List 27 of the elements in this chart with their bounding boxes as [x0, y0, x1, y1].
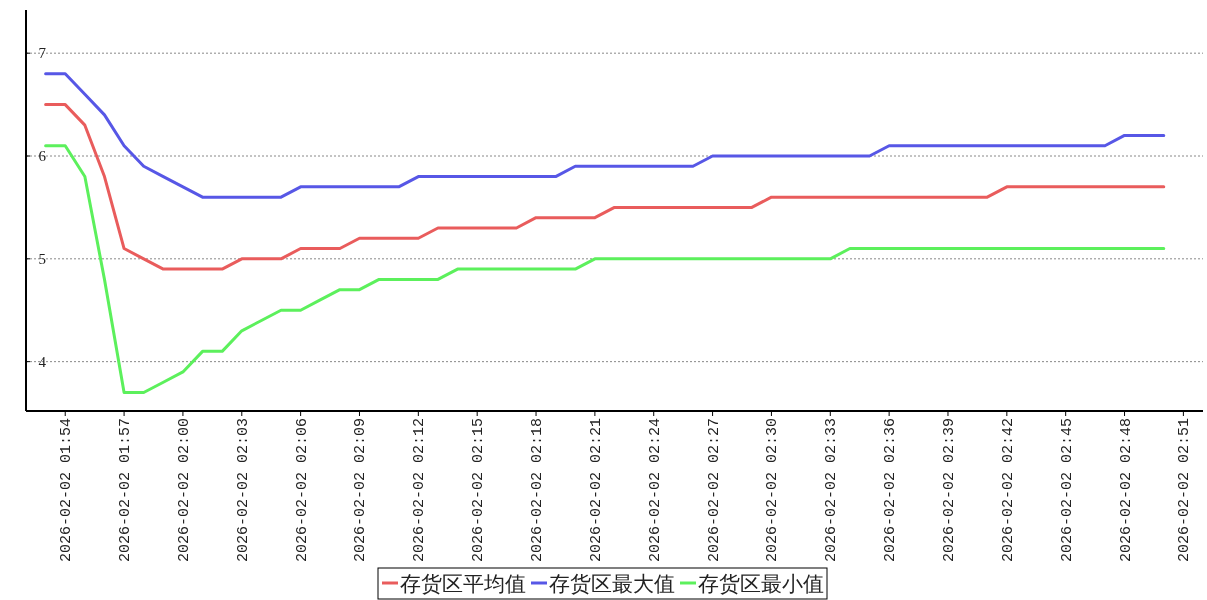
x-tick-label: 2026-02-02 02:48 [1117, 418, 1135, 563]
x-tick-label: 2026-02-02 02:15 [470, 418, 488, 563]
x-tick-label: 2026-02-02 02:21 [587, 418, 605, 563]
y-tick-label: 4 [38, 353, 47, 370]
y-tick-label: 7 [38, 45, 47, 62]
x-tick-label: 2026-02-02 01:54 [58, 418, 76, 563]
x-tick-label: 2026-02-02 02:30 [764, 418, 782, 563]
y-tick-label: 6 [38, 148, 47, 165]
x-tick-label: 2026-02-02 02:45 [1058, 418, 1076, 563]
legend-label: 存货区最小值 [698, 571, 824, 596]
x-tick-label: 2026-02-02 02:24 [646, 418, 664, 563]
x-tick-label: 2026-02-02 02:12 [411, 418, 429, 563]
x-tick-label: 2026-02-02 02:33 [823, 418, 841, 563]
y-tick-label: 5 [38, 250, 46, 267]
x-tick-label: 2026-02-02 02:51 [1176, 418, 1194, 563]
x-tick-label: 2026-02-02 02:06 [293, 418, 311, 563]
x-tick-label: 2026-02-02 02:18 [529, 418, 547, 563]
x-tick-label: 2026-02-02 02:27 [705, 418, 723, 563]
x-tick-label: 2026-02-02 02:36 [882, 418, 900, 563]
x-tick-label: 2026-02-02 02:09 [352, 418, 370, 563]
legend-label: 存货区平均值 [400, 571, 526, 596]
x-tick-label: 2026-02-02 02:03 [234, 418, 252, 563]
x-tick-label: 2026-02-02 02:39 [940, 418, 958, 563]
legend-label: 存货区最大值 [549, 571, 675, 596]
x-tick-label: 2026-02-02 02:42 [999, 418, 1017, 563]
x-tick-label: 2026-02-02 02:00 [175, 418, 193, 563]
x-tick-label: 2026-02-02 01:57 [117, 418, 135, 563]
